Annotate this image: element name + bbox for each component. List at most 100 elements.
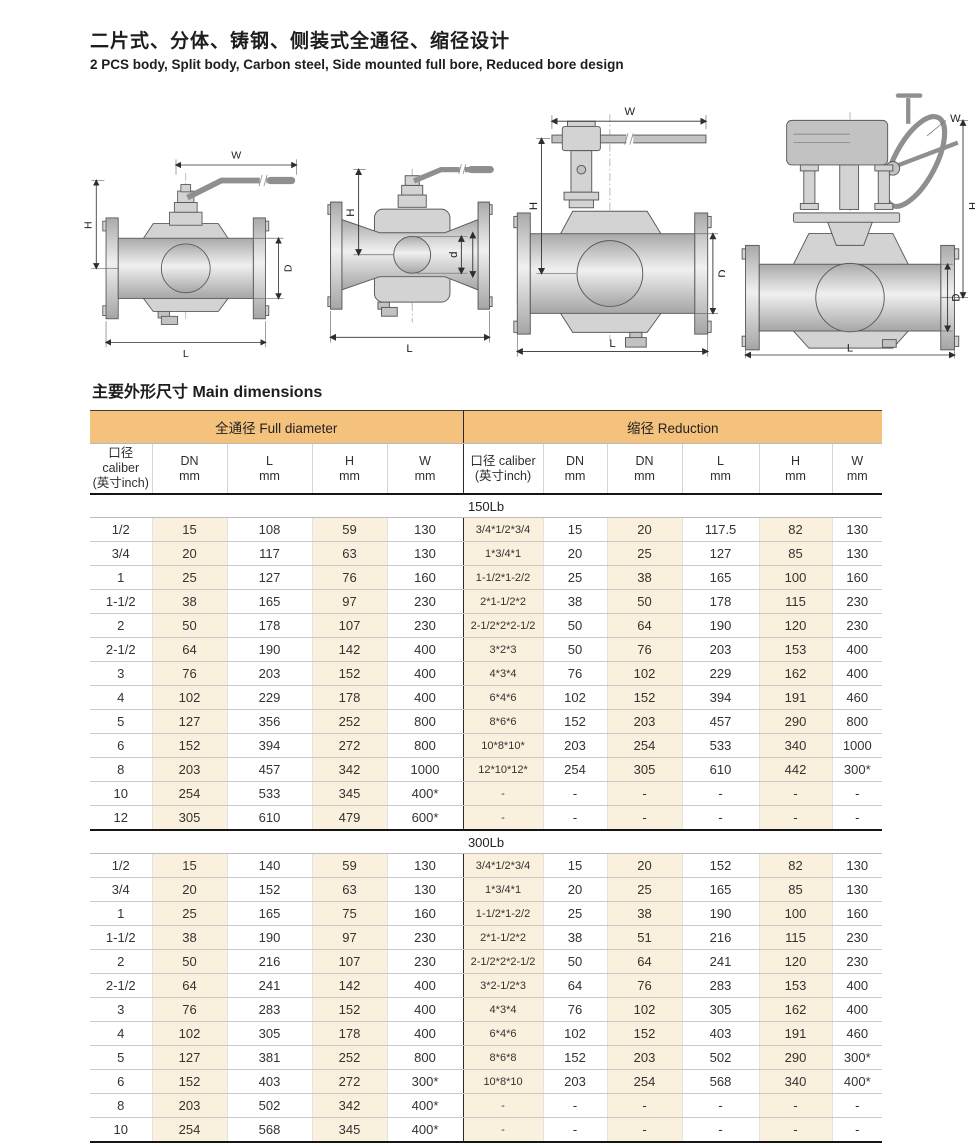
column-header: 口径 caliber (英寸inch): [462, 443, 544, 495]
table-cell: 165: [681, 565, 760, 590]
table-cell: 102: [542, 685, 608, 710]
table-cell: 400*: [386, 1093, 464, 1118]
table-cell: 283: [226, 997, 312, 1022]
table-cell: 59: [311, 517, 387, 542]
table-cell: 394: [681, 685, 760, 710]
table-cell: 342: [311, 757, 387, 782]
table-cell: 800: [386, 709, 464, 734]
valve-drawings-strip: W H D L: [80, 86, 978, 362]
table-row: 1-1/2 38 190 97 230 2*1-1/2*2 38 51 216 115 230: [90, 925, 883, 950]
table-cell: 15: [151, 517, 227, 542]
table-cell: 190: [681, 613, 760, 638]
table-cell: -: [542, 781, 608, 806]
table-cell: 1: [90, 901, 152, 926]
table-cell: 15: [542, 517, 608, 542]
page-title-en: 2 PCS body, Split body, Carbon steel, Si…: [90, 57, 624, 72]
table-cell: 152: [311, 997, 387, 1022]
table-cell: 460: [831, 1021, 883, 1046]
table-cell: 102: [151, 685, 227, 710]
table-cell: -: [606, 781, 683, 806]
table-cell: 152: [681, 853, 760, 878]
dim-label-h: H: [528, 202, 540, 210]
table-cell: 457: [226, 757, 312, 782]
table-cell: 64: [606, 613, 683, 638]
table-cell: 64: [151, 973, 227, 998]
table-cell: 305: [226, 1021, 312, 1046]
table-cell: 568: [226, 1117, 312, 1143]
table-cell: 1000: [386, 757, 464, 782]
table-cell: 38: [606, 901, 683, 926]
table-cell: -: [831, 1117, 883, 1143]
table-cell: 216: [681, 925, 760, 950]
table-cell: 130: [386, 517, 464, 542]
table-cell: 10*8*10: [462, 1069, 544, 1094]
dim-label-w: W: [624, 106, 635, 118]
column-header: DN mm: [542, 443, 608, 495]
table-cell: 178: [311, 685, 387, 710]
table-row: 2 50 216 107 230 2-1/2*2*2-1/2 50 64 241 120 230: [90, 949, 883, 974]
table-cell: 533: [681, 733, 760, 758]
table-cell: 160: [831, 565, 883, 590]
table-cell: -: [542, 1093, 608, 1118]
table-cell: 800: [386, 733, 464, 758]
group-header-row: 全通径 Full diameter 缩径 Reduction: [90, 410, 883, 444]
table-cell: 76: [542, 997, 608, 1022]
table-cell: 800: [831, 709, 883, 734]
dim-label-w: W: [950, 113, 961, 125]
table-cell: 130: [831, 877, 883, 902]
table-cell: 283: [681, 973, 760, 998]
table-cell: 85: [758, 541, 833, 566]
dim-label-h: H: [82, 221, 94, 229]
table-cell: 305: [681, 997, 760, 1022]
table-cell: 400: [831, 637, 883, 662]
table-cell: -: [681, 805, 760, 831]
table-cell: 25: [542, 565, 608, 590]
table-cell: 10: [90, 781, 152, 806]
table-cell: 254: [606, 733, 683, 758]
table-cell: 5: [90, 709, 152, 734]
table-cell: 160: [386, 901, 464, 926]
table-cell: 153: [758, 637, 833, 662]
table-cell: 130: [831, 517, 883, 542]
table-cell: 50: [606, 589, 683, 614]
table-cell: 460: [831, 685, 883, 710]
table-cell: -: [606, 1117, 683, 1143]
dim-label-l: L: [847, 343, 853, 355]
table-cell: 190: [681, 901, 760, 926]
table-cell: 25: [606, 541, 683, 566]
table-row: 3 76 203 152 400 4*3*4 76 102 229 162 400: [90, 661, 883, 686]
valve-drawing-reduced-bore-lever: H d L: [327, 163, 494, 355]
table-cell: 230: [386, 925, 464, 950]
table-cell: 290: [758, 709, 833, 734]
dim-label-d: D: [717, 269, 725, 277]
table-cell: 20: [606, 517, 683, 542]
table-cell: 127: [681, 541, 760, 566]
table-cell: 400: [386, 1021, 464, 1046]
table-cell: 191: [758, 685, 833, 710]
table-cell: 76: [606, 973, 683, 998]
table-cell: 272: [311, 733, 387, 758]
table-cell: 76: [151, 661, 227, 686]
section-title: 主要外形尺寸 Main dimensions: [92, 384, 323, 401]
table-cell: 2: [90, 949, 152, 974]
valve-drawing-full-bore-lever: W H D L: [82, 150, 298, 360]
table-cell: 403: [226, 1069, 312, 1094]
table-cell: 6*4*6: [462, 685, 544, 710]
table-cell: 400: [386, 973, 464, 998]
table-cell: 140: [226, 853, 312, 878]
table-cell: 4*3*4: [462, 997, 544, 1022]
table-cell: 120: [758, 613, 833, 638]
table-cell: -: [462, 1117, 544, 1143]
table-cell: 230: [386, 613, 464, 638]
table-cell: 216: [226, 949, 312, 974]
table-cell: 108: [226, 517, 312, 542]
table-cell: 230: [831, 925, 883, 950]
table-cell: 1-1/2: [90, 925, 152, 950]
table-cell: 272: [311, 1069, 387, 1094]
table-cell: 1: [90, 565, 152, 590]
table-cell: 178: [226, 613, 312, 638]
table-cell: 1*3/4*1: [462, 877, 544, 902]
table-row: 3/4 20 152 63 130 1*3/4*1 20 25 165 85 130: [90, 877, 883, 902]
table-cell: 20: [542, 877, 608, 902]
table-cell: -: [542, 1117, 608, 1143]
